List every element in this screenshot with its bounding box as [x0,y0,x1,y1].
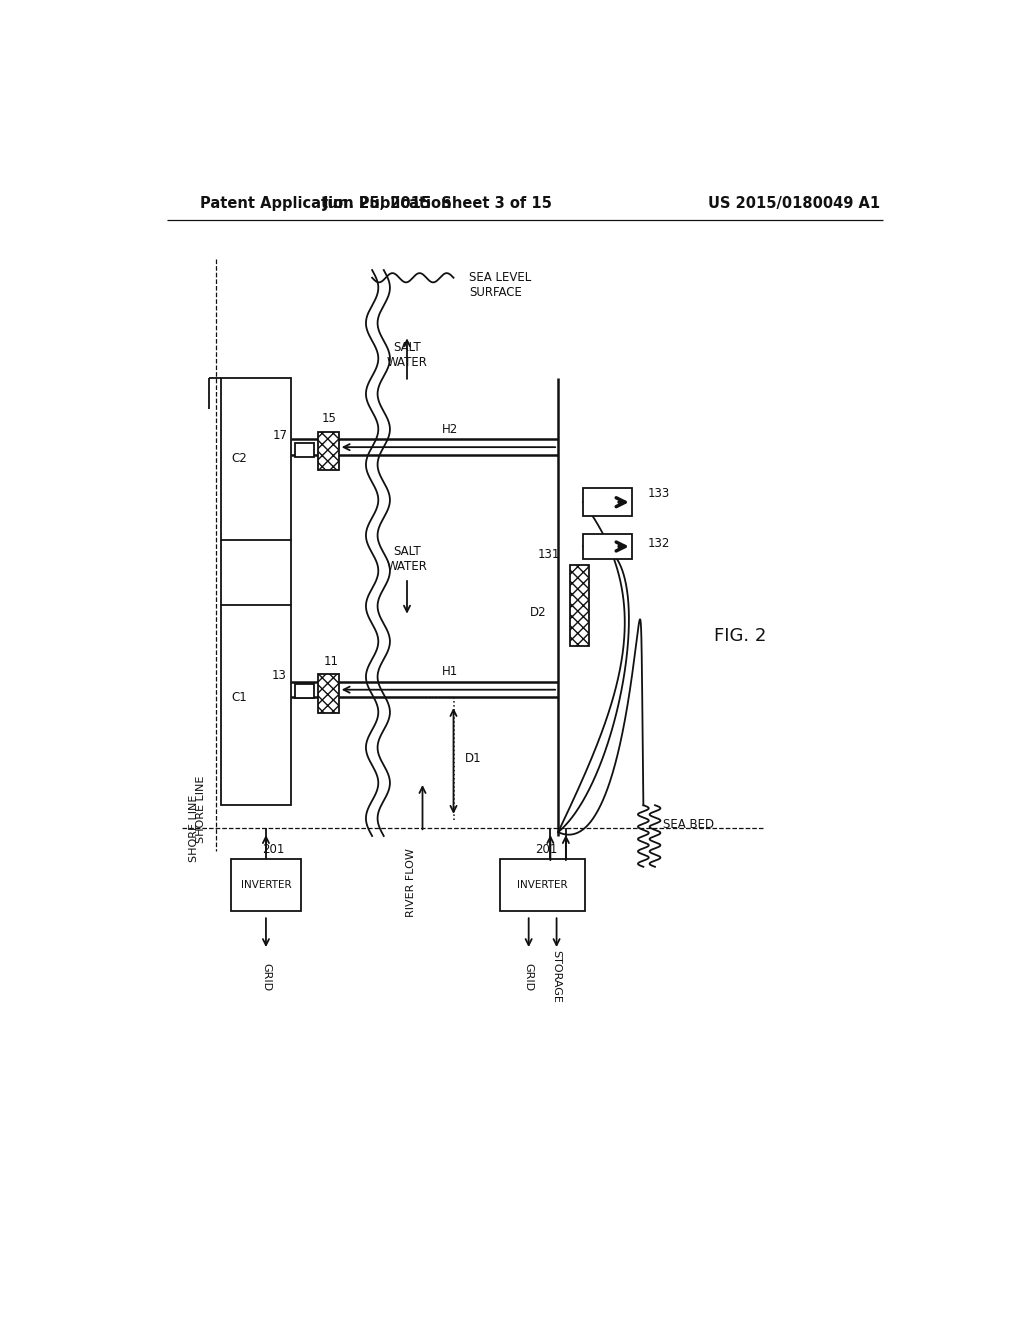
Text: SALT
WATER: SALT WATER [387,545,427,573]
Text: FIG. 2: FIG. 2 [714,627,766,644]
Text: 131: 131 [538,548,560,561]
Text: D2: D2 [529,606,547,619]
Text: 132: 132 [647,537,670,550]
Text: 13: 13 [272,669,287,682]
Text: C1: C1 [231,690,247,704]
Text: SEA LEVEL
SURFACE: SEA LEVEL SURFACE [469,272,531,300]
Bar [295,684,314,698]
Text: 15: 15 [323,412,337,425]
Bar [569,565,589,645]
Text: 17: 17 [272,429,288,442]
Text: GRID: GRID [523,962,534,991]
Text: GRID: GRID [261,962,271,991]
Text: RIVER FLOW: RIVER FLOW [406,847,416,916]
Bar [500,859,586,911]
Text: Patent Application Publication: Patent Application Publication [200,195,452,211]
Bar [583,535,632,558]
Text: C2: C2 [231,453,247,465]
Bar [221,378,291,540]
Bar [295,444,314,457]
Text: H1: H1 [441,665,458,678]
Text: INVERTER: INVERTER [241,880,291,890]
Bar [221,605,291,805]
Text: 201: 201 [262,842,285,855]
Text: 11: 11 [324,655,339,668]
Text: Jun. 25, 2015  Sheet 3 of 15: Jun. 25, 2015 Sheet 3 of 15 [323,195,553,211]
Text: D1: D1 [465,752,481,766]
Bar [317,432,339,470]
Text: H2: H2 [441,422,458,436]
Text: SHORE LINE: SHORE LINE [197,775,206,842]
Bar [317,675,339,713]
Text: 201: 201 [535,842,557,855]
Text: SHORE LINE: SHORE LINE [188,795,199,862]
Text: SEA BED: SEA BED [663,818,714,832]
Bar [231,859,301,911]
Text: STORAGE: STORAGE [552,950,561,1003]
Text: SALT
WATER: SALT WATER [387,341,427,368]
Bar [583,488,632,516]
Text: 133: 133 [647,487,670,500]
Text: INVERTER: INVERTER [517,880,568,890]
Text: US 2015/0180049 A1: US 2015/0180049 A1 [708,195,880,211]
